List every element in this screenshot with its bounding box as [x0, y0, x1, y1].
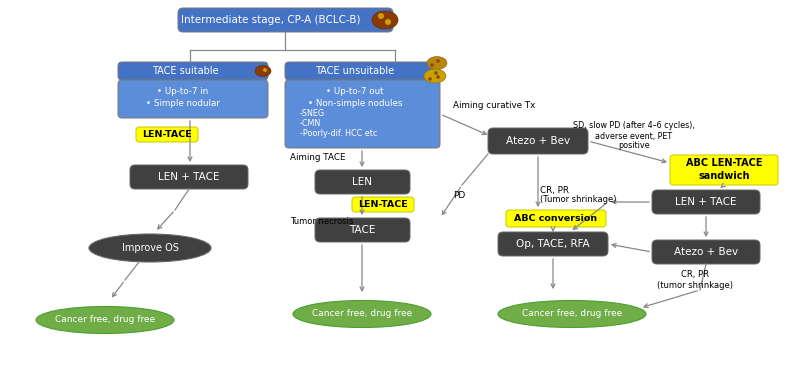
Text: TACE: TACE	[349, 225, 375, 235]
FancyBboxPatch shape	[315, 218, 410, 242]
Ellipse shape	[378, 13, 384, 19]
Ellipse shape	[372, 11, 398, 29]
FancyBboxPatch shape	[118, 62, 268, 80]
Text: -Poorly-dif. HCC etc: -Poorly-dif. HCC etc	[300, 130, 378, 138]
Text: Intermediate stage, CP-A (BCLC-B): Intermediate stage, CP-A (BCLC-B)	[181, 15, 360, 25]
Ellipse shape	[427, 57, 447, 69]
Text: • Up-to-7 in: • Up-to-7 in	[157, 87, 209, 95]
FancyBboxPatch shape	[498, 232, 608, 256]
Text: LEN-TACE: LEN-TACE	[358, 200, 408, 209]
Text: LEN + TACE: LEN + TACE	[158, 172, 220, 182]
Text: TACE suitable: TACE suitable	[152, 66, 218, 76]
FancyBboxPatch shape	[315, 170, 410, 194]
Ellipse shape	[436, 59, 440, 63]
Text: SD, slow PD (after 4–6 cycles),: SD, slow PD (after 4–6 cycles),	[573, 121, 695, 131]
Text: Atezo + Bev: Atezo + Bev	[506, 136, 570, 146]
Text: Tumor necrosis: Tumor necrosis	[290, 218, 353, 226]
Text: LEN: LEN	[352, 177, 372, 187]
Ellipse shape	[385, 19, 391, 25]
Text: CR, PR: CR, PR	[681, 270, 709, 280]
Text: Cancer free, drug free: Cancer free, drug free	[522, 309, 623, 319]
FancyBboxPatch shape	[285, 62, 440, 80]
FancyBboxPatch shape	[285, 80, 440, 148]
Ellipse shape	[498, 301, 646, 327]
FancyBboxPatch shape	[506, 210, 606, 227]
Ellipse shape	[263, 68, 267, 72]
Text: Improve OS: Improve OS	[121, 243, 179, 253]
Text: Aiming curative Tx: Aiming curative Tx	[453, 102, 535, 110]
Ellipse shape	[293, 301, 431, 327]
Text: Op, TACE, RFA: Op, TACE, RFA	[516, 239, 589, 249]
Ellipse shape	[424, 69, 446, 83]
Text: LEN + TACE: LEN + TACE	[675, 197, 737, 207]
Ellipse shape	[430, 63, 434, 67]
Text: Atezo + Bev: Atezo + Bev	[674, 247, 738, 257]
Text: • Simple nodular: • Simple nodular	[146, 99, 220, 109]
FancyBboxPatch shape	[652, 190, 760, 214]
Text: • Non-simple nodules: • Non-simple nodules	[308, 98, 402, 108]
Text: Cancer free, drug free: Cancer free, drug free	[55, 316, 155, 324]
Text: Aiming TACE: Aiming TACE	[290, 153, 345, 161]
Text: adverse event, PET: adverse event, PET	[596, 131, 673, 141]
Text: -CMN: -CMN	[300, 120, 321, 128]
Ellipse shape	[436, 75, 440, 79]
Text: sandwich: sandwich	[698, 171, 750, 181]
Text: CR, PR: CR, PR	[540, 185, 569, 195]
Ellipse shape	[89, 234, 211, 262]
FancyBboxPatch shape	[670, 155, 778, 185]
FancyBboxPatch shape	[352, 197, 414, 212]
Text: PD: PD	[453, 190, 465, 200]
Text: Cancer free, drug free: Cancer free, drug free	[312, 309, 412, 319]
Text: (tumor shrinkage): (tumor shrinkage)	[657, 280, 733, 290]
Ellipse shape	[434, 71, 438, 75]
Ellipse shape	[36, 306, 174, 334]
Text: LEN-TACE: LEN-TACE	[142, 130, 192, 139]
FancyBboxPatch shape	[178, 8, 393, 32]
FancyBboxPatch shape	[136, 127, 198, 142]
Text: positive: positive	[618, 142, 650, 150]
FancyBboxPatch shape	[652, 240, 760, 264]
FancyBboxPatch shape	[130, 165, 248, 189]
FancyBboxPatch shape	[488, 128, 588, 154]
Text: ABC conversion: ABC conversion	[515, 214, 597, 223]
Ellipse shape	[428, 77, 432, 81]
Text: -SNEG: -SNEG	[300, 109, 325, 119]
Text: TACE unsuitable: TACE unsuitable	[316, 66, 394, 76]
Text: • Up-to-7 out: • Up-to-7 out	[327, 87, 384, 95]
Text: ABC LEN-TACE: ABC LEN-TACE	[685, 158, 763, 168]
Ellipse shape	[255, 65, 271, 76]
Text: (Tumor shrinkage): (Tumor shrinkage)	[540, 196, 616, 204]
FancyBboxPatch shape	[118, 80, 268, 118]
